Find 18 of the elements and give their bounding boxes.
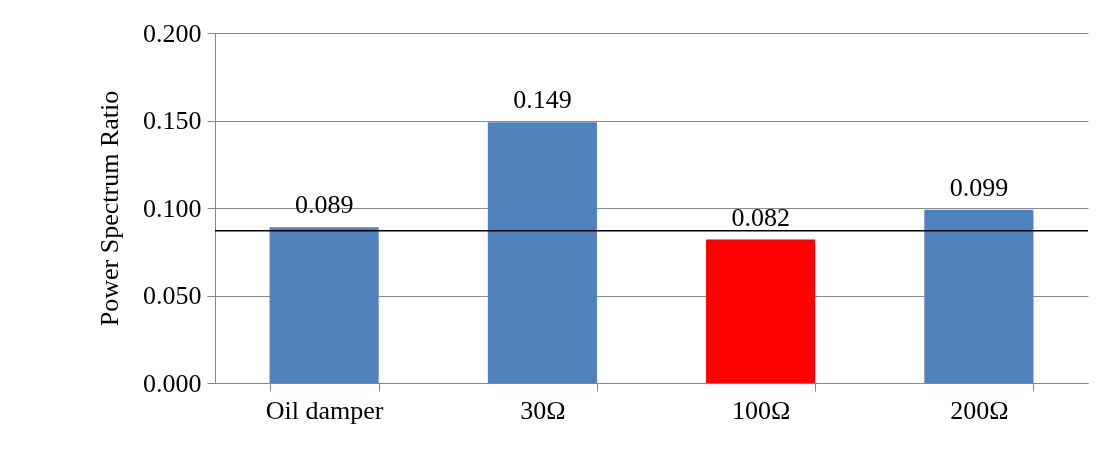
y-tick-label: 0.100 [143,193,202,223]
y-axis-title: Power Spectrum Ratio [95,90,124,327]
bar [487,122,597,383]
y-tick-label: 0.150 [143,106,202,135]
y-tick-label: 0.200 [143,18,202,48]
bar [706,239,816,383]
data-label: 0.082 [731,202,790,232]
x-tick-label: Oil damper [265,395,384,425]
data-label: 0.099 [949,172,1009,202]
x-tick-label: 30Ω [520,395,566,425]
data-label: 0.149 [513,85,572,115]
bar [269,227,379,383]
y-tick-label: 0.000 [143,368,202,398]
y-tick-label: 0.050 [143,281,202,310]
bar [924,209,1034,383]
data-label: 0.089 [294,190,354,220]
x-tick-label: 200Ω [950,395,1009,425]
x-tick-label: 100Ω [731,395,791,425]
